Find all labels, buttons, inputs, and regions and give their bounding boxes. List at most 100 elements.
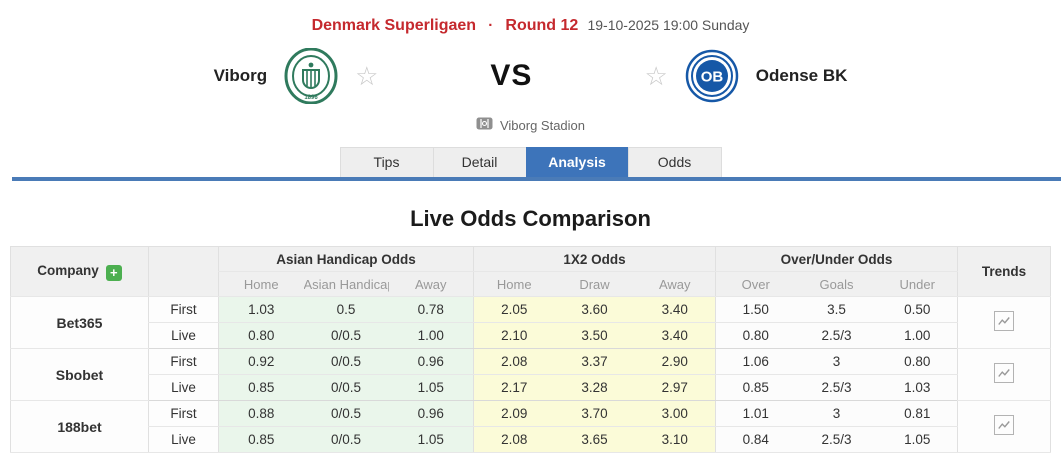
row-type-header-cell xyxy=(148,246,219,297)
asian-handicap-group-header: Asian Handicap Odds xyxy=(218,246,474,272)
company-header-label: Company xyxy=(37,262,99,278)
row-type-label: Live xyxy=(148,374,219,401)
odds-value: 1.03 xyxy=(218,296,304,323)
row-type-label: Live xyxy=(148,322,219,349)
odds-value: 3.50 xyxy=(554,322,635,349)
company-name: Bet365 xyxy=(10,296,149,349)
row-type-label: First xyxy=(148,400,219,427)
odds-value: 1.06 xyxy=(715,348,796,375)
odds-value: 1.05 xyxy=(388,426,474,453)
home-team-name[interactable]: Viborg xyxy=(213,66,268,85)
odds-value: 0/0.5 xyxy=(303,322,389,349)
ah-away-header: Away xyxy=(388,271,474,297)
league-name[interactable]: Denmark Superligaen xyxy=(311,17,477,34)
odds-value: 1.50 xyxy=(715,296,796,323)
trend-chart-icon[interactable] xyxy=(994,311,1014,331)
odds-value: 2.97 xyxy=(634,374,716,401)
odds-value: 3 xyxy=(795,400,878,427)
kickoff-datetime: 19-10-2025 19:00 Sunday xyxy=(587,17,750,33)
match-teams-row: Viborg 1896 ☆ VS ☆ OB Oden xyxy=(0,48,1061,104)
odds-value: 0.80 xyxy=(877,348,958,375)
separator-dot: · xyxy=(488,17,494,34)
vs-label: VS xyxy=(490,59,533,92)
ah-line-header: Asian Handicap xyxy=(303,271,389,297)
table-row: Live 0.85 0/0.5 1.05 2.08 3.65 3.10 0.84… xyxy=(11,426,1051,453)
table-header-subcols: Home Asian Handicap Away Home Draw Away … xyxy=(11,271,1051,297)
venue-row: Viborg Stadion xyxy=(0,117,1061,133)
odds-value: 0/0.5 xyxy=(303,348,389,375)
table-row: Bet365 First 1.03 0.5 0.78 2.05 3.60 3.4… xyxy=(10,296,1051,349)
trends-cell xyxy=(957,348,1051,401)
row-type-label: Live xyxy=(148,426,219,453)
row-type-label: First xyxy=(148,296,219,323)
odds-value: 2.10 xyxy=(473,322,555,349)
odds-value: 3.10 xyxy=(634,426,716,453)
table-row: Live 0.80 0/0.5 1.00 2.10 3.50 3.40 0.80… xyxy=(11,322,1051,349)
odds-value: 0.85 xyxy=(218,374,304,401)
odds-value: 0.80 xyxy=(715,322,796,349)
away-favorite-star-icon[interactable]: ☆ xyxy=(644,61,668,91)
home-side: Viborg 1896 ☆ xyxy=(213,48,379,104)
trend-chart-icon[interactable] xyxy=(994,415,1014,435)
live-odds-table: Company + Asian Handicap Odds 1X2 Odds Ov… xyxy=(10,246,1051,453)
away-team-logo: OB xyxy=(685,49,739,103)
odds-value: 3.60 xyxy=(554,296,635,323)
odds-value: 2.5/3 xyxy=(795,322,878,349)
table-row: 188bet First 0.88 0/0.5 0.96 2.09 3.70 3… xyxy=(10,400,1051,453)
add-company-button[interactable]: + xyxy=(105,264,122,281)
odds-value: 0.80 xyxy=(218,322,304,349)
match-header: Denmark Superligaen · Round 12 19-10-202… xyxy=(0,0,1061,35)
trend-chart-icon[interactable] xyxy=(994,363,1014,383)
tab-tips[interactable]: Tips xyxy=(339,147,434,177)
odds-value: 3.00 xyxy=(634,400,716,427)
odds-value: 1.05 xyxy=(877,426,958,453)
tab-odds[interactable]: Odds xyxy=(627,147,722,177)
tab-detail[interactable]: Detail xyxy=(432,147,527,177)
tab-analysis[interactable]: Analysis xyxy=(525,147,629,177)
odds-value: 1.01 xyxy=(715,400,796,427)
odds-value: 3.70 xyxy=(554,400,635,427)
table-row: Sbobet First 0.92 0/0.5 0.96 2.08 3.37 2… xyxy=(10,348,1051,401)
trends-header: Trends xyxy=(957,246,1051,297)
table-header-groups: Company + Asian Handicap Odds 1X2 Odds Ov… xyxy=(10,246,1051,297)
odds-value: 3.40 xyxy=(634,296,716,323)
odds-value: 0/0.5 xyxy=(303,400,389,427)
stadium-icon xyxy=(476,117,493,133)
svg-text:1896: 1896 xyxy=(304,95,318,101)
row-type-label: First xyxy=(148,348,219,375)
odds-value: 2.90 xyxy=(634,348,716,375)
away-team-name[interactable]: Odense BK xyxy=(755,66,848,85)
odds-value: 0/0.5 xyxy=(303,374,389,401)
round-label: Round 12 xyxy=(505,17,579,34)
odds-value: 2.09 xyxy=(473,400,555,427)
table-row: Live 0.85 0/0.5 1.05 2.17 3.28 2.97 0.85… xyxy=(11,374,1051,401)
odds-value: 0.81 xyxy=(877,400,958,427)
x12-home-header: Home xyxy=(473,271,555,297)
tabs-bar: Tips Detail Analysis Odds xyxy=(0,147,1061,181)
x12-group-header: 1X2 Odds xyxy=(473,246,716,272)
x12-draw-header: Draw xyxy=(554,271,635,297)
odds-value: 3.65 xyxy=(554,426,635,453)
odds-value: 2.5/3 xyxy=(795,426,878,453)
odds-value: 2.08 xyxy=(473,426,555,453)
trends-cell xyxy=(957,296,1051,349)
ou-goals-header: Goals xyxy=(795,271,878,297)
x12-away-header: Away xyxy=(634,271,716,297)
odds-value: 3.37 xyxy=(554,348,635,375)
home-team-logo: 1896 xyxy=(284,48,338,104)
odds-value: 0.78 xyxy=(388,296,474,323)
odds-value: 0.96 xyxy=(388,348,474,375)
odds-value: 3.40 xyxy=(634,322,716,349)
trends-cell xyxy=(957,400,1051,453)
odds-value: 2.08 xyxy=(473,348,555,375)
odds-value: 1.00 xyxy=(388,322,474,349)
home-favorite-star-icon[interactable]: ☆ xyxy=(355,61,379,91)
ah-home-header: Home xyxy=(218,271,304,297)
ou-over-header: Over xyxy=(715,271,796,297)
company-header-cell: Company + xyxy=(10,246,149,297)
odds-value: 1.05 xyxy=(388,374,474,401)
section-title: Live Odds Comparison xyxy=(410,206,651,231)
over-under-group-header: Over/Under Odds xyxy=(715,246,958,272)
odds-value: 0.92 xyxy=(218,348,304,375)
odds-value: 1.00 xyxy=(877,322,958,349)
